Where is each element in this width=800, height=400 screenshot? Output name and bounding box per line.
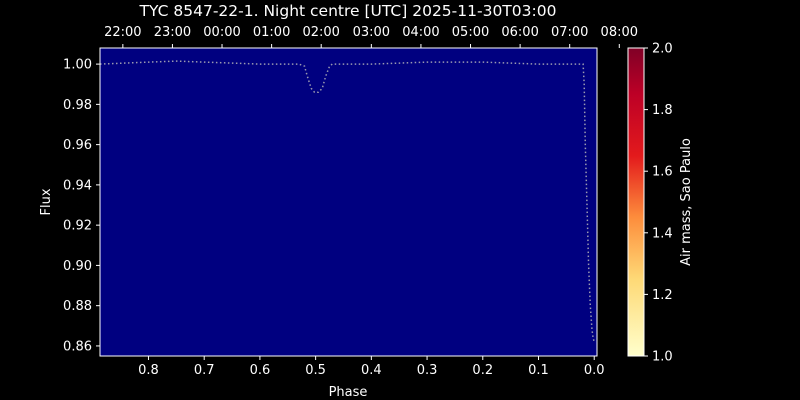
y-tick-label: 0.98: [63, 98, 92, 113]
top-tick-label: 03:00: [353, 25, 390, 40]
top-tick-label: 02:00: [302, 25, 339, 40]
colorbar-axis: 1.0 1.2 1.4 1.6 1.8 2.0: [644, 42, 673, 365]
top-time-axis: 22:00 23:00 00:00 01:00 02:00 03:00 04:00 05:00…: [104, 25, 638, 48]
top-tick-label: 07:00: [551, 25, 588, 40]
plot-background: [100, 48, 597, 356]
flux-axis: 1.00 0.98 0.96 0.94 0.92 0.90 0.88 0.86: [63, 58, 100, 354]
top-tick-label: 04:00: [402, 25, 439, 40]
y-tick-label: 0.88: [63, 299, 92, 314]
x-tick-label: 0.1: [528, 363, 549, 378]
top-tick-label: 08:00: [601, 25, 638, 40]
y-tick-label: 0.94: [63, 178, 92, 193]
colorbar-tick-label: 1.0: [652, 350, 673, 365]
x-tick-label: 0.4: [361, 363, 382, 378]
y-tick-label: 0.86: [63, 339, 92, 354]
y-axis-label: Flux: [39, 188, 54, 215]
top-tick-label: 23:00: [154, 25, 191, 40]
y-tick-label: 0.90: [63, 259, 92, 274]
x-axis-label: Phase: [329, 385, 368, 400]
colorbar-tick-label: 1.2: [652, 288, 673, 303]
top-tick-label: 01:00: [253, 25, 290, 40]
chart-title: TYC 8547-22-1. Night centre [UTC] 2025-1…: [139, 2, 557, 20]
y-tick-label: 1.00: [63, 58, 92, 73]
top-tick-label: 00:00: [203, 25, 240, 40]
top-tick-label: 05:00: [452, 25, 489, 40]
plot-frame: [99, 47, 598, 357]
y-tick-label: 0.96: [63, 138, 92, 153]
x-tick-label: 0.2: [472, 363, 493, 378]
x-tick-label: 0.6: [250, 363, 271, 378]
top-tick-label: 06:00: [501, 25, 538, 40]
x-tick-label: 0.3: [417, 363, 438, 378]
x-tick-label: 0.5: [305, 363, 326, 378]
phase-axis: 0.8 0.7 0.6 0.5 0.4 0.3 0.2 0.1 0.0: [138, 356, 605, 378]
colorbar-tick-label: 2.0: [652, 42, 673, 57]
colorbar-tick-label: 1.4: [652, 226, 673, 241]
colorbar-tick-label: 1.6: [652, 165, 673, 180]
x-tick-label: 0.0: [584, 363, 605, 378]
y-tick-label: 0.92: [63, 219, 92, 234]
top-tick-label: 22:00: [104, 25, 141, 40]
colorbar-label: Air mass, Sao Paulo: [679, 138, 694, 266]
colorbar-tick-label: 1.8: [652, 103, 673, 118]
x-tick-label: 0.7: [194, 363, 215, 378]
x-tick-label: 0.8: [138, 363, 159, 378]
colorbar: [627, 47, 645, 357]
